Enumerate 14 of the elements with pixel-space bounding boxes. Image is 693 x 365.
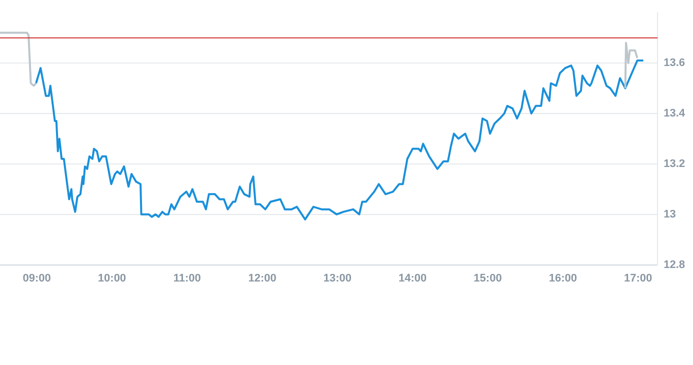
y-tick-label: 13.6 — [664, 57, 686, 70]
y-tick-label: 13 — [664, 208, 676, 220]
y-tick-label: 12.8 — [664, 258, 686, 271]
x-tick-label: 14:00 — [398, 272, 427, 284]
x-tick-label: 13:00 — [323, 272, 352, 284]
x-tick-label: 09:00 — [22, 272, 51, 284]
x-tick-label: 12:00 — [248, 272, 276, 284]
x-tick-label: 15:00 — [474, 272, 502, 284]
y-tick-label: 13.4 — [664, 108, 686, 120]
x-tick-label: 10:00 — [98, 272, 126, 284]
x-tick-label: 16:00 — [548, 272, 577, 284]
x-tick-label: 17:00 — [624, 272, 652, 284]
x-tick-label: 11:00 — [173, 272, 201, 284]
y-tick-label: 13.2 — [664, 158, 686, 170]
